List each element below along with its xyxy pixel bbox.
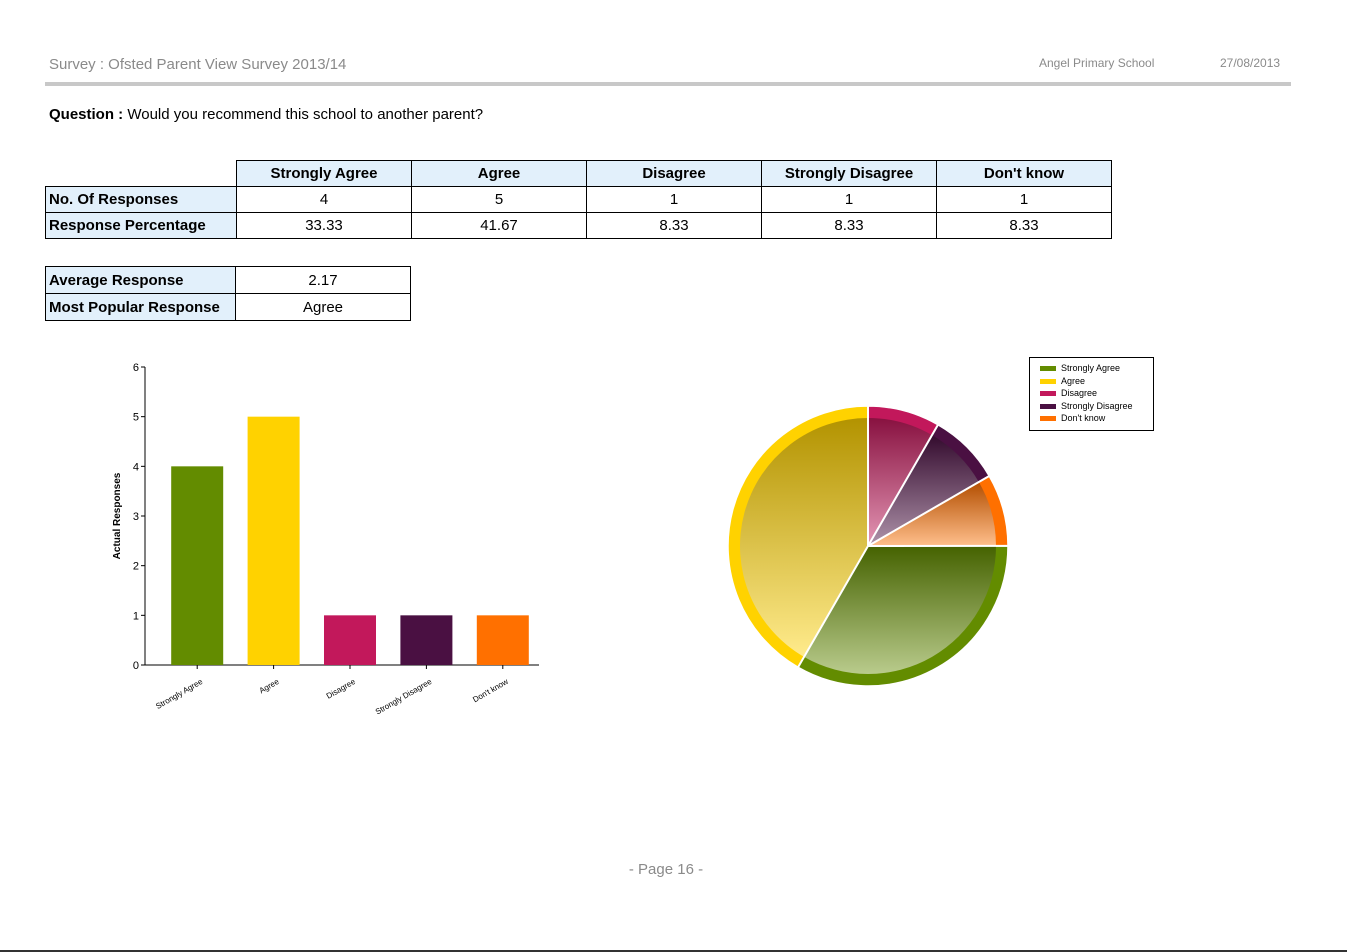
- average-response-label: Average Response: [45, 266, 236, 294]
- table-row: Response Percentage 33.33 41.67 8.33 8.3…: [45, 212, 1112, 239]
- bar: [247, 416, 300, 665]
- table-cell: 1: [586, 186, 762, 213]
- row-label: No. Of Responses: [45, 186, 237, 213]
- table-row: Most Popular Response Agree: [45, 293, 411, 321]
- pie-slice-shading: [868, 481, 996, 546]
- pie-slice-divider: [797, 545, 869, 668]
- pie-slice-shading: [740, 417, 868, 657]
- bar: [324, 615, 376, 665]
- question-label: Question :: [49, 106, 124, 123]
- table-cell: 8.33: [761, 212, 937, 239]
- table-row: Average Response 2.17: [45, 266, 411, 294]
- table-cell: 4: [236, 186, 412, 213]
- question-text: Would you recommend this school to anoth…: [127, 106, 484, 123]
- x-tick-label: Strongly Disagree: [374, 677, 434, 717]
- y-tick-label: 5: [133, 412, 139, 424]
- question: Question : Would you recommend this scho…: [49, 106, 483, 123]
- legend-swatch: [1040, 403, 1056, 409]
- legend-swatch: [1040, 378, 1056, 384]
- bar-chart: 0 1 2 3 4 5 6 Actual Responses Strongly Agree Agr…: [112, 362, 539, 717]
- column-header: Strongly Disagree: [761, 160, 937, 187]
- bar: [400, 615, 453, 665]
- header-divider: [45, 82, 1291, 86]
- legend-item: Don't know: [1040, 412, 1105, 424]
- x-tick-label: Disagree: [325, 677, 358, 701]
- table-cell: 1: [761, 186, 937, 213]
- y-tick-label: 2: [133, 561, 139, 573]
- y-tick-label: 0: [133, 660, 139, 672]
- legend-item: Agree: [1040, 375, 1085, 387]
- pie-slice-shading: [868, 418, 932, 546]
- summary-table: Average Response 2.17 Most Popular Respo…: [45, 266, 411, 321]
- legend-label: Strongly Disagree: [1061, 400, 1133, 411]
- legend-swatch: [1040, 391, 1056, 397]
- table-cell: 8.33: [936, 212, 1112, 239]
- pie-legend: Strongly Agree Agree Disagree Strongly Disa…: [1029, 357, 1154, 431]
- table-cell: 33.33: [236, 212, 412, 239]
- table-cell: 41.67: [411, 212, 587, 239]
- report-date: 27/08/2013: [1220, 56, 1281, 70]
- legend-item: Disagree: [1040, 387, 1097, 399]
- pie-slice-divider: [867, 424, 939, 547]
- y-tick-label: 6: [133, 362, 139, 374]
- table-cell: 8.33: [586, 212, 762, 239]
- legend-label: Strongly Agree: [1061, 363, 1121, 373]
- bar: [171, 466, 224, 665]
- legend-label: Don't know: [1061, 413, 1106, 423]
- survey-title: Survey : Ofsted Parent View Survey 2013/…: [49, 56, 347, 73]
- y-axis-label: Actual Responses: [112, 472, 123, 559]
- pie-slice-shading: [804, 545, 996, 674]
- legend-label: Disagree: [1061, 388, 1098, 398]
- legend-swatch: [1040, 416, 1056, 422]
- page-number: - Page 16 -: [628, 861, 704, 878]
- response-table: Strongly Agree Agree Disagree Strongly D…: [45, 160, 1112, 239]
- row-label: Response Percentage: [45, 212, 237, 239]
- pie-slice-divider: [867, 475, 990, 547]
- popular-response-label: Most Popular Response: [45, 293, 236, 321]
- legend-swatch: [1040, 366, 1056, 372]
- table-row: No. Of Responses 4 5 1 1 1: [45, 186, 1112, 213]
- x-tick-label: Strongly Agree: [154, 677, 204, 711]
- popular-response-value: Agree: [235, 293, 411, 321]
- y-tick-label: 1: [133, 610, 139, 622]
- x-tick-label: Agree: [258, 677, 281, 696]
- y-tick-label: 3: [133, 511, 139, 523]
- bar: [476, 615, 529, 665]
- legend-item: Strongly Agree: [1040, 362, 1120, 374]
- pie-chart: [727, 405, 1009, 687]
- column-header: Don't know: [936, 160, 1112, 187]
- legend-label: Agree: [1061, 375, 1086, 386]
- school-name: Angel Primary School: [1039, 56, 1155, 70]
- bottom-divider: [0, 950, 1347, 952]
- legend-item: Strongly Disagree: [1040, 400, 1133, 412]
- x-tick-label: Don't know: [471, 677, 510, 705]
- y-tick-label: 4: [133, 461, 139, 473]
- pie-slice-shading: [868, 435, 979, 546]
